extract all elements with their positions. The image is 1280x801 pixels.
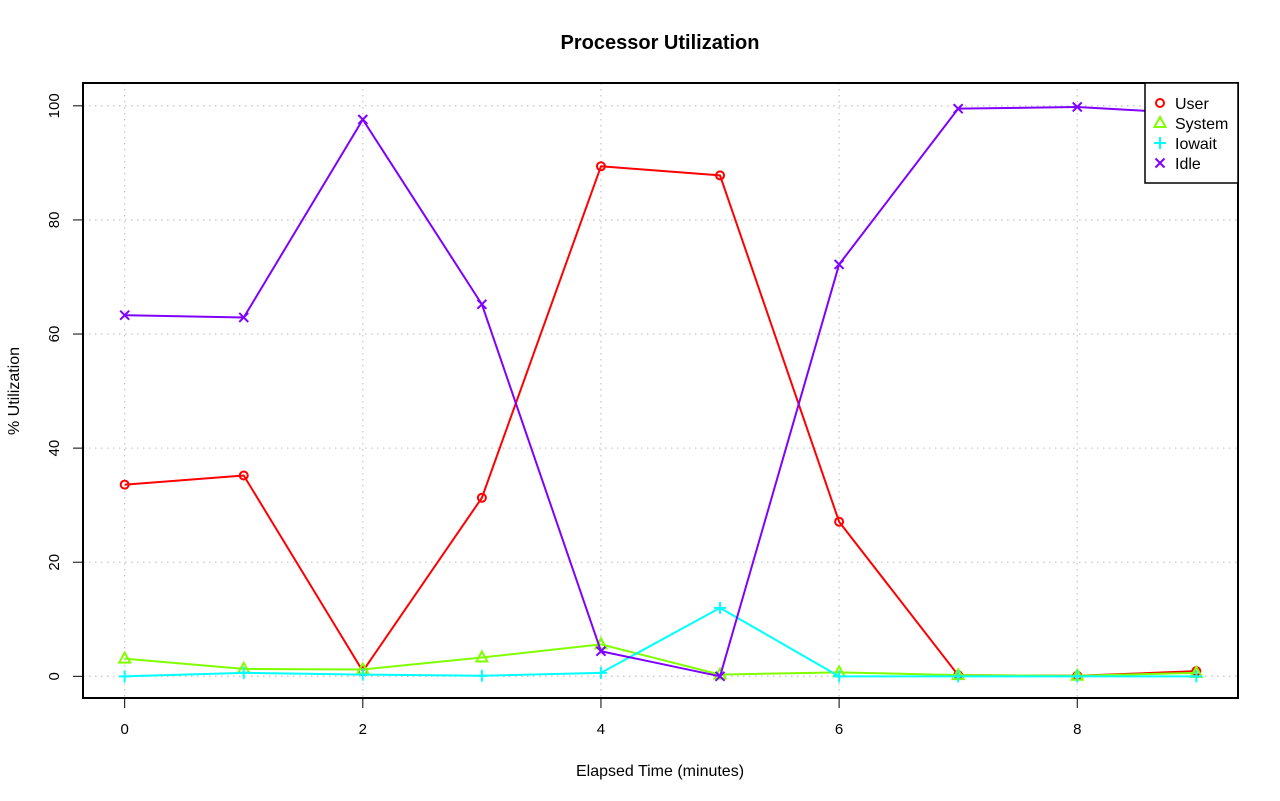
data-point-user — [595, 161, 606, 172]
data-point-user — [476, 492, 487, 503]
data-point-system — [117, 650, 132, 664]
legend-marker-system — [1152, 114, 1168, 128]
series-line-iowait — [124, 606, 1197, 678]
legend-marker-user — [1155, 98, 1165, 108]
legend: User System Iowait Idle — [1144, 82, 1239, 184]
series-layer — [117, 101, 1204, 683]
x-tick-label: 8 — [1073, 721, 1081, 738]
data-point-idle — [357, 114, 369, 125]
data-point-user — [715, 170, 726, 181]
data-point-iowait — [475, 669, 488, 682]
data-point-idle — [952, 103, 964, 114]
data-point-idle — [476, 299, 488, 310]
x-axis-label: Elapsed Time (minutes) — [576, 763, 744, 780]
data-point-idle — [1072, 101, 1083, 113]
legend-item-idle: Idle — [1154, 156, 1201, 173]
data-point-idle — [714, 671, 726, 682]
data-point-user — [119, 479, 130, 490]
data-point-user — [238, 470, 249, 481]
legend-item-user: User — [1155, 96, 1209, 113]
data-point-iowait — [714, 601, 727, 614]
data-point-iowait — [952, 670, 965, 683]
data-point-iowait — [1071, 670, 1084, 683]
y-tick-label: 60 — [46, 326, 63, 343]
data-point-iowait — [594, 666, 607, 679]
series-line-user — [124, 165, 1197, 677]
legend-item-iowait: Iowait — [1154, 136, 1217, 153]
legend-label-idle: Idle — [1175, 156, 1201, 173]
data-point-iowait — [1190, 670, 1203, 683]
data-point-idle — [238, 312, 249, 323]
legend-marker-idle — [1154, 157, 1166, 169]
data-point-iowait — [833, 670, 846, 683]
x-tick-label: 4 — [597, 721, 605, 738]
series-iowait — [118, 601, 1203, 683]
x-axis: 0 2 4 6 8 — [121, 698, 1081, 738]
y-axis: 0 20 40 60 80 100 — [46, 93, 83, 680]
chart-title: Processor Utilization — [561, 32, 760, 54]
y-tick-label: 40 — [46, 440, 63, 457]
data-point-idle — [833, 259, 845, 270]
data-point-system — [474, 649, 490, 663]
series-user — [119, 161, 1202, 681]
x-tick-label: 6 — [835, 721, 843, 738]
series-idle — [119, 101, 1202, 682]
data-point-iowait — [118, 670, 131, 683]
legend-marker-iowait — [1154, 137, 1166, 149]
series-line-system — [124, 643, 1197, 677]
data-point-user — [834, 516, 845, 527]
plot-frame — [82, 82, 1239, 699]
data-point-iowait — [356, 668, 369, 681]
y-tick-label: 80 — [46, 212, 63, 229]
y-axis-label: % Utilization — [6, 347, 23, 435]
legend-item-system: System — [1152, 114, 1228, 133]
legend-label-system: System — [1175, 116, 1228, 133]
data-point-iowait — [237, 666, 250, 679]
y-tick-label: 0 — [46, 672, 63, 680]
data-point-idle — [595, 646, 607, 657]
y-tick-label: 20 — [46, 554, 63, 571]
legend-label-user: User — [1175, 96, 1209, 113]
legend-label-iowait: Iowait — [1175, 136, 1217, 153]
series-line-idle — [124, 105, 1197, 678]
x-tick-label: 2 — [359, 721, 367, 738]
grid-lines — [83, 83, 1238, 698]
x-tick-label: 0 — [121, 721, 129, 738]
data-point-idle — [119, 309, 130, 321]
y-tick-label: 100 — [46, 93, 63, 118]
